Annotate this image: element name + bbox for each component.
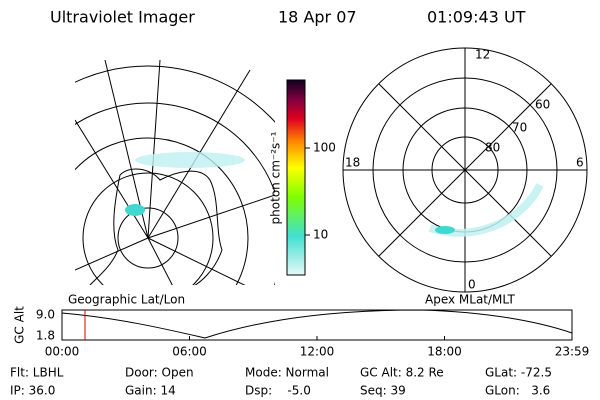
aurora <box>435 226 455 234</box>
lat-circle <box>82 172 214 285</box>
left-title: Geographic Lat/Lon <box>68 293 185 307</box>
timeline-box <box>61 309 573 341</box>
footer-field: Gain: 14 <box>125 384 176 398</box>
colorbar-tick-label: 100 <box>313 141 336 155</box>
x-tick-label: 18:00 <box>427 345 462 359</box>
footer-field: Seq: 39 <box>360 384 406 398</box>
footer-field: Flt: LBHL <box>10 366 64 380</box>
mlt-label: 12 <box>475 48 490 62</box>
date: 18 Apr 07 <box>278 8 357 27</box>
footer: Flt: LBHL Door: Open Mode: Normal GC Alt: 8… <box>10 366 552 398</box>
lat-circle <box>75 137 249 285</box>
aurora <box>125 204 145 216</box>
x-tick-label: 06:00 <box>172 345 207 359</box>
footer-field: GC Alt: 8.2 Re <box>360 366 444 380</box>
colorbar-label: photon cm⁻²s⁻¹ <box>269 131 283 224</box>
geo-map <box>75 60 275 285</box>
y-tick-label: 9.0 <box>36 308 55 322</box>
x-ticks: 00:00 06:00 12:00 18:00 23:59 <box>45 336 590 359</box>
y-label: GC Alt <box>13 306 27 344</box>
colorbar <box>286 79 306 276</box>
time: 01:09:43 UT <box>427 8 526 27</box>
colorbar-tick-label: 10 <box>313 228 328 242</box>
mlat-label: 60 <box>535 98 550 112</box>
mlt-label: 6 <box>576 156 584 170</box>
footer-field: Dsp: -5.0 <box>245 384 311 398</box>
mlt-label: 18 <box>345 156 360 170</box>
lat-circle <box>117 207 179 269</box>
footer-field: IP: 36.0 <box>10 384 55 398</box>
polar-spokes <box>343 48 587 292</box>
altitude-curve <box>61 309 573 339</box>
instrument: Ultraviolet Imager <box>50 8 195 27</box>
right-title: Apex MLat/MLT <box>425 293 515 307</box>
y-tick-label: 1.8 <box>36 329 55 343</box>
footer-field: GLat: -72.5 <box>485 366 552 380</box>
polar-plot: 12 18 6 0 60 70 80 <box>342 47 588 293</box>
lat-circle <box>75 102 275 285</box>
mlat-label: 80 <box>485 141 500 155</box>
mlt-label: 0 <box>468 278 476 292</box>
x-tick-label: 00:00 <box>45 345 80 359</box>
footer-field: Door: Open <box>125 366 194 380</box>
mlat-label: 70 <box>512 121 527 135</box>
aurora <box>135 152 245 168</box>
aurora <box>428 183 544 237</box>
lat-circle <box>75 65 275 123</box>
x-tick-label: 12:00 <box>300 345 335 359</box>
x-tick-label: 23:59 <box>555 345 590 359</box>
coastline <box>89 168 223 285</box>
footer-field: Mode: Normal <box>245 366 329 380</box>
footer-field: GLon: 3.6 <box>485 384 550 398</box>
